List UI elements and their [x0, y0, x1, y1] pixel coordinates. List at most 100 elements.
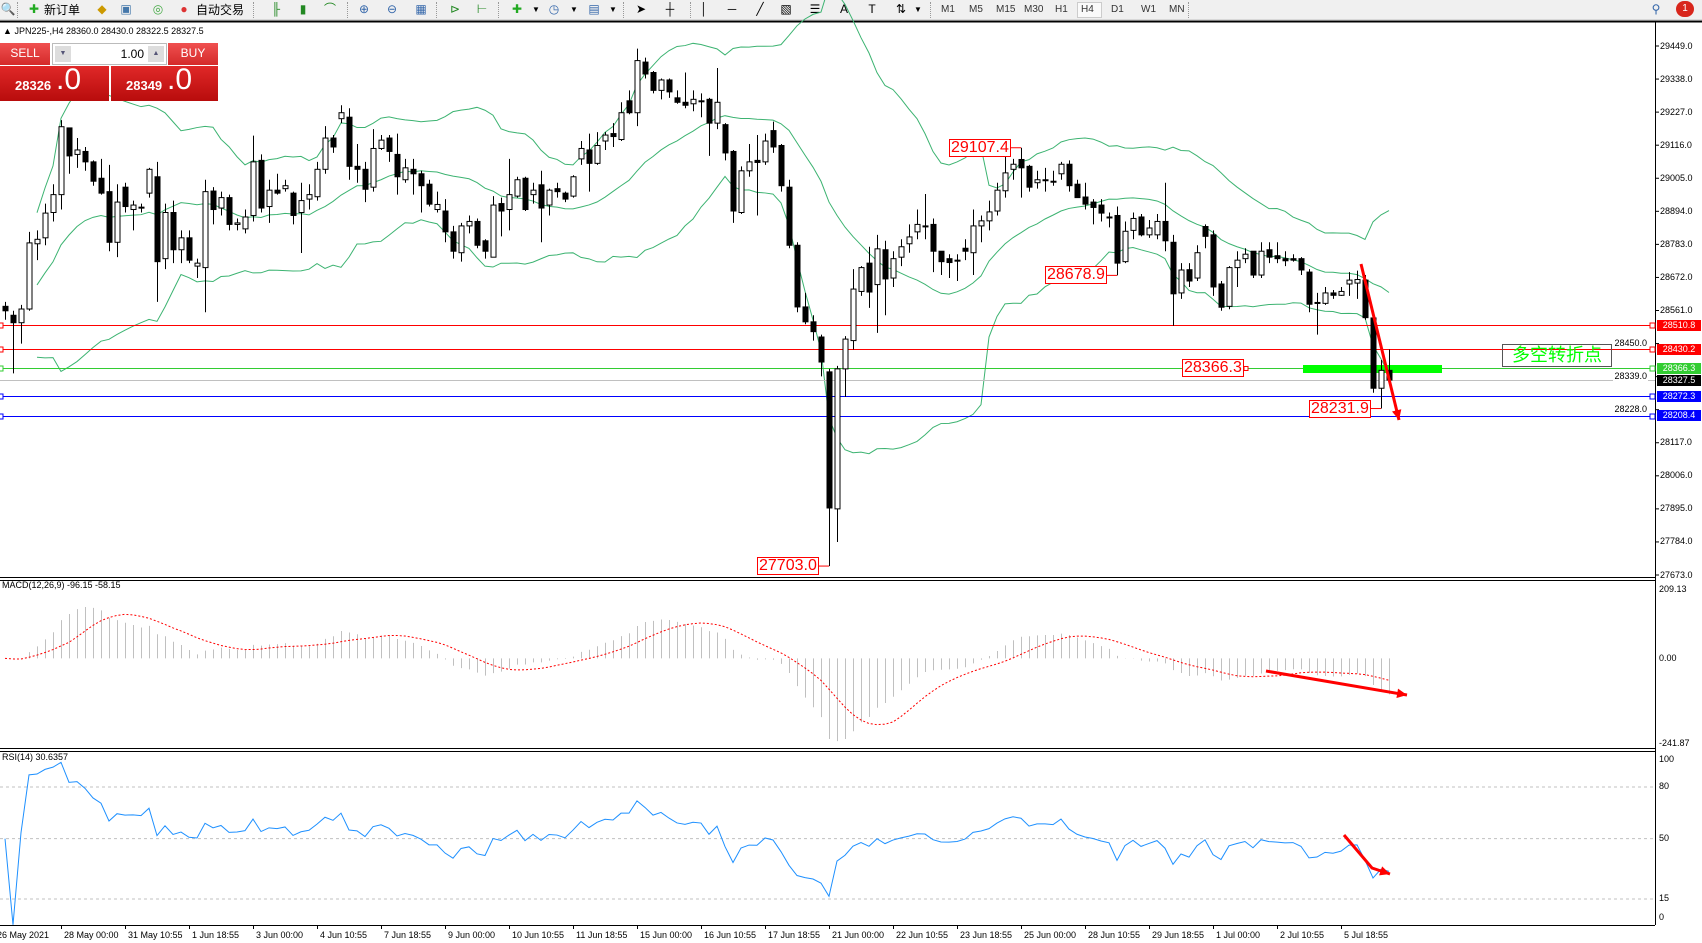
candle: [858, 266, 865, 296]
candle-body-bull: [146, 168, 153, 194]
notification-badge[interactable]: 1: [1676, 1, 1694, 17]
toolbar-separator: [498, 2, 499, 18]
new-order-button[interactable]: 新订单: [44, 3, 81, 17]
timeframe-h1[interactable]: H1: [1055, 4, 1068, 15]
candle: [282, 179, 289, 192]
cursor-icon[interactable]: ➤: [635, 2, 647, 16]
gold-icon[interactable]: ◆: [97, 2, 107, 16]
collapse-triangle-icon[interactable]: ▲: [3, 26, 12, 36]
fibonacci-icon[interactable]: ☰: [809, 2, 821, 16]
candle: [314, 161, 321, 201]
candle-body-bear: [1186, 269, 1193, 282]
candle-body-bear: [1282, 258, 1289, 262]
chart-shift-icon[interactable]: ⊢: [476, 2, 488, 16]
candlestick-icon[interactable]: ▮: [299, 2, 307, 16]
candle-body-bear: [642, 61, 649, 75]
candle: [66, 127, 73, 174]
buy-price-box[interactable]: 28349 .0: [111, 63, 218, 101]
text-label-icon[interactable]: T: [868, 2, 876, 16]
candle: [1338, 286, 1345, 296]
buy-button[interactable]: BUY: [168, 43, 218, 66]
timeframe-m1[interactable]: M1: [941, 4, 955, 15]
price-down-arrow: [1359, 263, 1401, 421]
lot-decrease-icon[interactable]: ▼: [55, 46, 71, 62]
candle: [626, 90, 633, 115]
navigator-icon[interactable]: ▣: [120, 2, 132, 16]
trendline-icon[interactable]: ╱: [756, 2, 764, 16]
candle: [1074, 179, 1081, 199]
candle-body-bull: [506, 194, 513, 211]
candle-body-bull: [18, 308, 25, 324]
candle-body-bear: [1330, 292, 1337, 296]
candle: [1042, 167, 1049, 192]
arrows-icon[interactable]: ⇅: [895, 2, 907, 16]
line-chart-icon[interactable]: ⌒: [323, 2, 336, 16]
candle: [354, 143, 361, 183]
periods-icon[interactable]: ◷: [548, 2, 560, 16]
price-annotation: 29107.4: [949, 138, 1011, 157]
line-handle-icon: [0, 393, 4, 400]
zoom-icon[interactable]: 🔍: [0, 2, 16, 16]
lot-size-input[interactable]: ▼ 1.00 ▲: [52, 43, 167, 65]
time-tick-label: 22 Jun 10:55: [896, 930, 949, 940]
price-annotation: 27703.0: [757, 557, 819, 576]
time-tick-label: 1 Jun 18:55: [192, 930, 240, 940]
dropdown-icon[interactable]: ▼: [914, 5, 922, 14]
candle: [1098, 199, 1105, 222]
timeframe-mn[interactable]: MN: [1169, 4, 1185, 15]
candle: [746, 143, 753, 177]
text-icon[interactable]: A: [839, 2, 848, 16]
candle-body-bull: [1122, 230, 1129, 263]
toolbar-separator: [1188, 2, 1189, 18]
candle: [578, 141, 585, 165]
candle: [378, 135, 385, 150]
horizontal-line-icon[interactable]: ─: [727, 2, 737, 16]
dropdown-icon[interactable]: ▼: [532, 5, 540, 14]
bar-chart-icon[interactable]: ╟: [271, 2, 281, 16]
candle-body-bull: [594, 144, 601, 164]
indicators-icon[interactable]: ✚: [511, 2, 523, 16]
pivot-text-box[interactable]: 多空转折点: [1502, 344, 1612, 367]
zoom-in-icon[interactable]: ⊕: [358, 2, 370, 16]
templates-icon[interactable]: ▤: [588, 2, 600, 16]
signal-icon[interactable]: ◎: [152, 2, 164, 16]
timeframe-m15[interactable]: M15: [996, 4, 1016, 15]
candle-body-bear: [1306, 271, 1313, 305]
timeframe-m30[interactable]: M30: [1024, 4, 1044, 15]
candle: [762, 133, 769, 165]
candle-body-bull: [602, 134, 609, 142]
sell-button[interactable]: SELL: [0, 43, 50, 66]
channel-icon[interactable]: ▧: [780, 2, 792, 16]
autoscroll-icon[interactable]: ⊳: [449, 2, 461, 16]
candle-body-bear: [730, 150, 737, 212]
candle: [386, 135, 393, 162]
sell-price-box[interactable]: 28326 .0: [0, 63, 109, 101]
time-tick-label: 7 Jun 18:55: [384, 930, 432, 940]
candle: [994, 182, 1001, 216]
vertical-line-icon[interactable]: │: [700, 2, 708, 16]
tile-windows-icon[interactable]: ▦: [415, 2, 427, 16]
dropdown-icon[interactable]: ▼: [570, 5, 578, 14]
search-icon[interactable]: ⚲: [1651, 2, 1661, 16]
auto-trade-button[interactable]: 自动交易: [196, 3, 245, 17]
timeframe-d1[interactable]: D1: [1111, 4, 1124, 15]
crosshair-icon[interactable]: ┼: [665, 2, 675, 16]
hline-axis-label: 28327.5: [1657, 374, 1701, 386]
zoom-out-icon[interactable]: ⊖: [386, 2, 398, 16]
time-tick-label: 4 Jun 10:55: [320, 930, 368, 940]
timeframe-h4[interactable]: H4: [1077, 2, 1102, 18]
candle-body-bear: [210, 190, 217, 211]
auto-trade-icon[interactable]: ●: [180, 2, 188, 16]
candle: [554, 182, 561, 198]
candle-body-bull: [298, 200, 305, 214]
candle: [1034, 170, 1041, 189]
dropdown-icon[interactable]: ▼: [609, 5, 617, 14]
candle: [946, 254, 953, 279]
new-order-icon[interactable]: ✚: [28, 2, 40, 16]
timeframe-m5[interactable]: M5: [969, 4, 983, 15]
candle: [770, 121, 777, 153]
timeframe-w1[interactable]: W1: [1141, 4, 1156, 15]
lot-increase-icon[interactable]: ▲: [148, 46, 164, 62]
price-tick-label: 28561.0: [1660, 305, 1693, 315]
